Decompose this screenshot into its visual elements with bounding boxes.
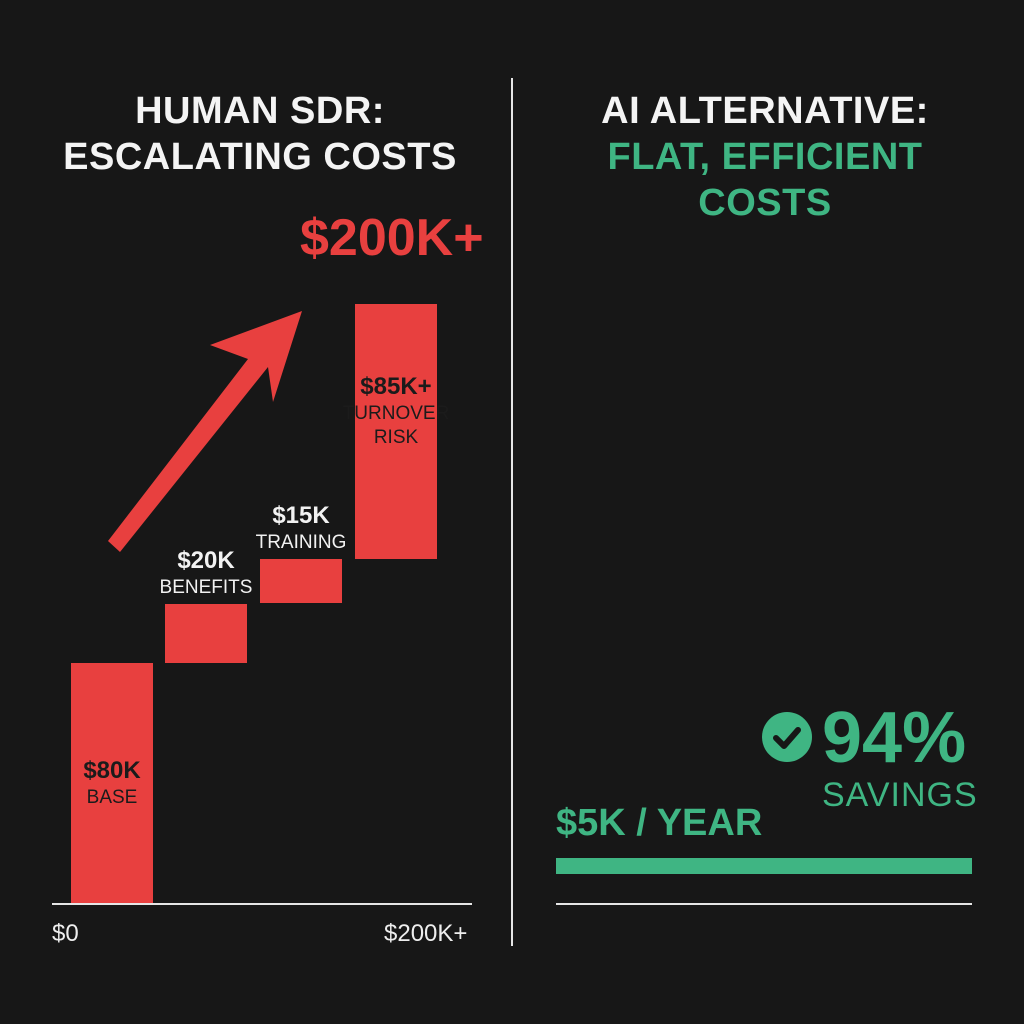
x-tick-min: $0: [52, 920, 79, 947]
x-tick-max: $200K+: [384, 920, 468, 947]
bar-category-label: RISK: [373, 427, 419, 449]
check-circle-icon: [762, 712, 812, 762]
right-title: AI ALTERNATIVE: FLAT, EFFICIENT COSTS: [540, 88, 990, 226]
human-bar-base: [71, 663, 153, 903]
ai-cost-label: $5K / YEAR: [556, 802, 763, 844]
right-title-line2: FLAT, EFFICIENT COSTS: [607, 136, 923, 224]
human-bar-label: $15K TRAINING: [240, 501, 362, 555]
savings-label: SAVINGS: [822, 776, 978, 814]
bar-value-label: $85K+: [360, 373, 432, 401]
human-bar-benefits: [165, 603, 247, 664]
bar-value-label: $15K: [272, 501, 330, 529]
bar-category-label: TRAINING: [255, 531, 347, 553]
bar-category-label: BENEFITS: [159, 576, 253, 598]
left-title-line2: ESCALATING COSTS: [63, 136, 457, 178]
human-bar-turnover-risk: [355, 304, 437, 559]
human-bar-label: $20K BENEFITS: [145, 546, 267, 600]
check-mark-icon: [773, 727, 801, 749]
human-bar-label: $85K+ TURNOVER RISK: [335, 372, 457, 450]
human-bar-label: $80K BASE: [51, 756, 173, 810]
bar-category-label: BASE: [86, 787, 138, 809]
human-bar-training: [260, 558, 342, 604]
left-title-line1: HUMAN SDR:: [135, 90, 385, 132]
savings-percent: 94%: [822, 698, 967, 778]
right-title-line1: AI ALTERNATIVE:: [601, 90, 929, 132]
bar-value-label: $20K: [177, 546, 235, 574]
left-x-axis: [52, 903, 472, 905]
left-title: HUMAN SDR: ESCALATING COSTS: [40, 88, 480, 180]
human-total-label: $200K+: [300, 209, 484, 267]
bar-category-label: TURNOVER: [342, 403, 450, 425]
ai-cost-bar: [556, 858, 972, 874]
panel-divider: [511, 78, 513, 946]
right-x-axis: [556, 903, 972, 905]
bar-value-label: $80K: [83, 757, 141, 785]
arrow-shape: [108, 311, 302, 552]
